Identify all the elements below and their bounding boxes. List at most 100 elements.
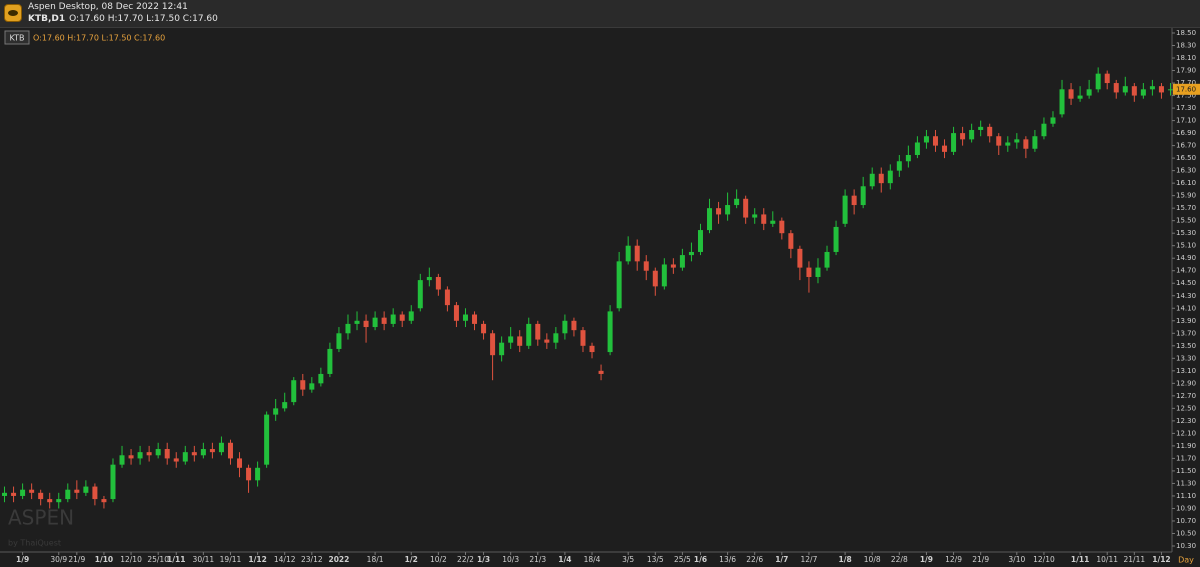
y-tick-label: 13.90 — [1176, 317, 1196, 325]
x-tick-label: 18/4 — [584, 555, 601, 564]
candle-body — [878, 173, 884, 184]
candle-body — [47, 499, 53, 503]
candle-body — [264, 414, 270, 465]
timeframe: Day — [1178, 556, 1194, 565]
candle-body — [725, 205, 731, 215]
candle-body — [462, 314, 468, 321]
candle-body — [535, 323, 541, 340]
candle-body — [255, 467, 261, 481]
x-tick-label: 10/3 — [502, 555, 519, 564]
x-tick-label: 25/10 — [147, 555, 169, 564]
candle-body — [20, 489, 26, 496]
last-price-label: 17.60 — [1176, 85, 1196, 93]
y-tick-label: 14.30 — [1176, 292, 1196, 300]
x-tick-label: 3/5 — [622, 555, 634, 564]
y-tick-label: 14.10 — [1176, 304, 1196, 312]
candle-body — [110, 464, 116, 500]
candle-body — [490, 333, 496, 356]
candle-body — [29, 489, 35, 493]
title-bar: Aspen Desktop, 08 Dec 2022 12:41 KTB,D1 O… — [0, 0, 1200, 28]
y-tick-label: 17.10 — [1176, 117, 1196, 125]
y-tick-label: 18.30 — [1176, 42, 1196, 50]
y-tick-label: 16.90 — [1176, 129, 1196, 137]
x-tick-label: 18/1 — [367, 555, 384, 564]
candle-body — [716, 208, 722, 215]
candle-body — [1140, 89, 1146, 96]
y-tick-label: 11.30 — [1176, 479, 1196, 487]
x-tick-label: 1/10 — [95, 555, 113, 564]
candle-body — [923, 136, 929, 143]
y-tick-label: 12.10 — [1176, 429, 1196, 437]
candle-body — [1095, 73, 1101, 90]
candle-body — [1167, 89, 1173, 91]
candle-body — [499, 342, 505, 356]
candle-body — [815, 267, 821, 277]
x-tick-label: 13/5 — [647, 555, 664, 564]
candle-body — [155, 449, 161, 456]
candle-body — [1023, 139, 1029, 149]
candle-body — [137, 452, 143, 459]
candle-body — [869, 173, 875, 187]
x-tick-label: 12/9 — [945, 555, 962, 564]
candle-body — [200, 449, 206, 456]
candle-body — [788, 233, 794, 249]
candle-body — [734, 198, 740, 206]
candle-body — [824, 251, 830, 268]
x-tick-label: 13/6 — [719, 555, 736, 564]
x-tick-label: 12/10 — [120, 555, 142, 564]
candle-body — [191, 452, 197, 456]
candle-body — [327, 348, 333, 374]
candle-body — [987, 126, 993, 137]
candle-body — [697, 230, 703, 252]
x-tick-label: 25/5 — [674, 555, 691, 564]
candle-body — [969, 129, 975, 140]
candle-body — [643, 261, 649, 271]
x-tick-label: 1/3 — [477, 555, 490, 564]
y-tick-label: 15.50 — [1176, 217, 1196, 225]
candle-body — [1113, 83, 1119, 93]
candle-body — [318, 373, 324, 384]
candle-body — [661, 264, 667, 287]
candle-body — [2, 492, 8, 496]
candle-body — [887, 170, 893, 184]
candle-body — [598, 370, 604, 374]
candle-body — [806, 267, 812, 277]
candle-body — [1068, 89, 1074, 99]
x-tick-label: 21/11 — [1124, 555, 1146, 564]
x-tick-label: 30/9 — [50, 555, 67, 564]
x-tick-label: 2022 — [329, 555, 350, 564]
candle-body — [688, 251, 694, 256]
symbol-line: KTB,D1 O:17.60 H:17.70 L:17.50 C:17.60 — [28, 14, 218, 24]
candle-body — [146, 452, 152, 456]
candle-body — [354, 320, 360, 324]
y-tick-label: 16.30 — [1176, 167, 1196, 175]
candle-body — [978, 126, 984, 130]
candle-body — [743, 198, 749, 218]
x-tick-label: 1/4 — [558, 555, 571, 564]
x-tick-label: 1/7 — [775, 555, 788, 564]
x-tick-label: 1/11 — [167, 555, 185, 564]
candle-body — [390, 314, 396, 324]
app-title: Aspen Desktop, 08 Dec 2022 12:41 — [28, 2, 188, 12]
candle-body — [38, 492, 44, 500]
candle-body — [517, 336, 523, 346]
y-tick-label: 14.70 — [1176, 267, 1196, 275]
candle-body — [83, 486, 89, 493]
candle-body — [453, 305, 459, 321]
x-tick-label: 19/11 — [220, 555, 242, 564]
candle-body — [914, 142, 920, 155]
y-tick-label: 13.70 — [1176, 329, 1196, 337]
candle-body — [435, 276, 441, 290]
candle-body — [481, 323, 487, 334]
app-icon — [4, 4, 22, 22]
candle-body — [1131, 86, 1137, 96]
y-tick-label: 10.90 — [1176, 504, 1196, 512]
candle-body — [996, 136, 1002, 146]
candle-body — [960, 133, 966, 140]
plot-area — [0, 28, 1172, 552]
candle-body — [553, 333, 559, 343]
y-tick-label: 12.90 — [1176, 379, 1196, 387]
y-tick-label: 16.10 — [1176, 179, 1196, 187]
y-tick-label: 13.30 — [1176, 354, 1196, 362]
candle-body — [625, 245, 631, 262]
